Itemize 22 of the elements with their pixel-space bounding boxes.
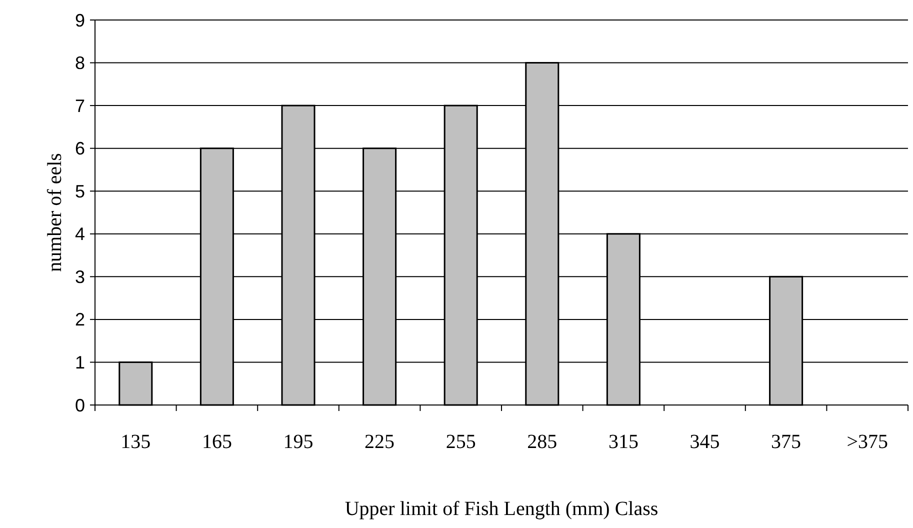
x-tick-label: >375 [846,431,888,453]
y-tick-label: 2 [74,310,85,330]
x-tick-label: 345 [690,431,720,453]
y-tick-label: 5 [74,181,85,202]
y-tick-label: 1 [74,352,85,373]
x-tick-label: 375 [771,431,802,453]
y-tick-label: 6 [74,138,85,159]
y-axis-title: number of eels [44,152,66,272]
y-tick-label: 3 [74,266,85,287]
x-tick-label: 285 [527,431,558,453]
y-tick-label: 7 [74,96,85,116]
y-tick-label: 8 [74,53,85,74]
x-tick-label: 255 [446,431,476,453]
y-tick-label: 0 [74,395,85,416]
x-axis-title: Upper limit of Fish Length (mm) Class [344,498,658,520]
x-tick-label: 165 [202,431,232,453]
y-tick-label: 9 [74,10,85,30]
x-tick-label: 195 [283,431,314,453]
x-tick-label: 315 [608,431,638,453]
x-tick-label: 225 [364,431,395,453]
y-tick-label: 4 [74,224,85,244]
x-tick-label: 135 [120,431,151,453]
